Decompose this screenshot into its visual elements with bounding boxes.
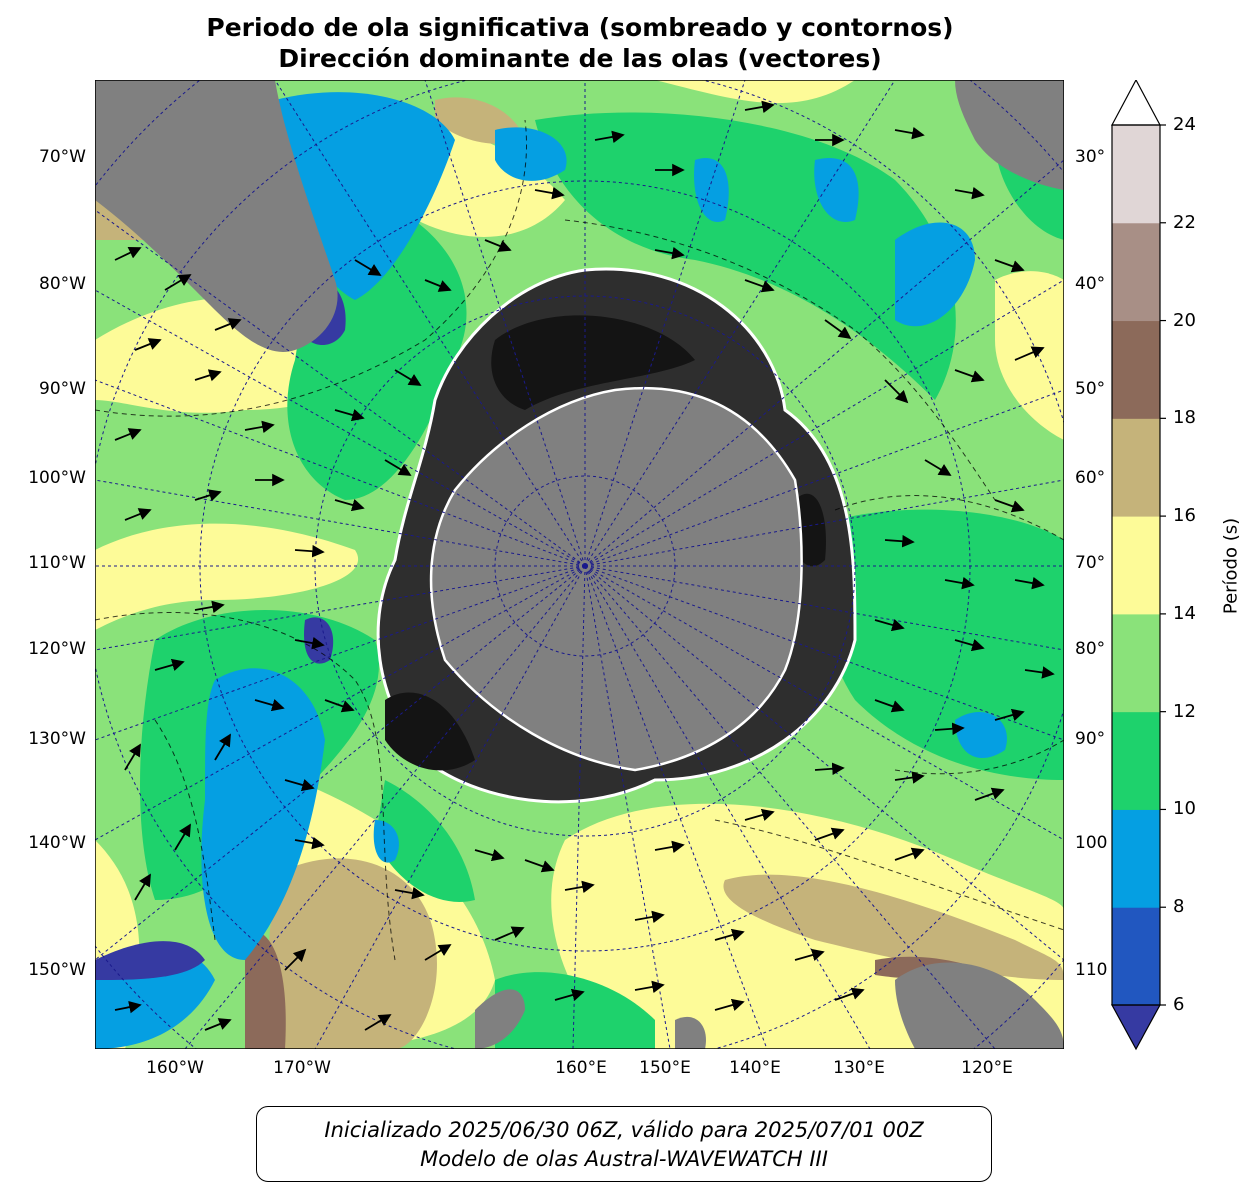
colorbar-bin <box>1112 418 1160 517</box>
lat-label-left: 100°W <box>28 468 86 488</box>
sea-ice-dark <box>491 315 695 410</box>
colorbar-over-triangle <box>1111 80 1161 126</box>
lat-label-right: 40° <box>1075 274 1106 294</box>
lat-label-right: 30° <box>1075 147 1106 167</box>
colorbar-tick-label: 14 <box>1173 602 1196 624</box>
band-8-10-h <box>955 711 1007 759</box>
band-8-10-b <box>201 668 325 960</box>
band-6-8-c <box>95 941 205 980</box>
land-island <box>675 1016 706 1049</box>
colorbar-under-triangle <box>1110 1004 1162 1051</box>
band-10-12-d <box>821 509 1064 780</box>
colorbar-bin <box>1112 809 1160 908</box>
band-10-12-f <box>495 972 655 1049</box>
land-south-america <box>95 80 338 352</box>
band-8-10-e <box>495 127 567 181</box>
land-australia <box>895 962 1064 1049</box>
colorbar <box>1110 80 1166 1051</box>
land-antarctica <box>429 386 803 772</box>
land-nz <box>475 989 525 1049</box>
lat-label-left: 120°W <box>28 639 86 659</box>
colorbar-tick-label: 24 <box>1173 114 1196 135</box>
lon-label: 150°E <box>639 1058 691 1078</box>
chart-title-line1: Periodo de ola significativa (sombreado … <box>206 13 954 42</box>
sea-ice-dark2 <box>385 692 475 771</box>
lat-label-right: 100 <box>1075 833 1108 853</box>
lat-label-right: 50° <box>1075 379 1106 399</box>
wave-direction-vectors <box>114 100 1055 1031</box>
footer-init-line: Inicializado 2025/06/30 06Z, válido para… <box>324 1118 924 1142</box>
band-14-16-west2 <box>95 523 359 630</box>
band-8-10-g <box>814 158 859 222</box>
band-8-10-i <box>373 820 399 863</box>
band-16-18-se <box>723 874 1064 980</box>
colorbar-bin <box>1112 125 1160 224</box>
band-14-16-east <box>995 271 1064 440</box>
colorbar-tick-label: 10 <box>1173 798 1196 820</box>
lat-label-right: 60° <box>1075 468 1106 488</box>
lat-label-left: 140°W <box>28 833 86 853</box>
lat-label-right: 70° <box>1075 553 1106 573</box>
colorbar-tick-label: 22 <box>1173 211 1196 233</box>
colorbar-bin <box>1112 222 1160 322</box>
colorbar-bin <box>1112 613 1160 713</box>
band-18-20-south <box>245 929 286 1049</box>
colorbar-tick-label: 18 <box>1173 407 1196 429</box>
lat-label-right: 80° <box>1075 639 1106 659</box>
footer-info-box: Inicializado 2025/06/30 06Z, válido para… <box>256 1106 992 1182</box>
lon-label: 130°E <box>833 1058 885 1078</box>
chart-title-line2: Dirección dominante de las olas (vectore… <box>278 44 882 73</box>
lon-label: 140°E <box>729 1058 781 1078</box>
colorbar-bin <box>1112 516 1160 615</box>
band-16-18-south <box>268 858 437 1049</box>
lat-label-left: 130°W <box>28 729 86 749</box>
lat-label-left: 70°W <box>39 147 86 167</box>
colorbar-bin <box>1112 907 1160 1006</box>
colorbar-tick-label: 8 <box>1173 896 1185 918</box>
colorbar-tick-label: 6 <box>1173 994 1185 1015</box>
band-8-10-d <box>895 222 975 327</box>
lat-label-left: 110°W <box>28 553 86 573</box>
lat-label-left: 80°W <box>39 274 86 294</box>
colorbar-tick-label: 16 <box>1173 505 1196 527</box>
lon-label: 170°W <box>273 1058 331 1078</box>
footer-model-line: Modelo de olas Austral-WAVEWATCH III <box>420 1147 828 1171</box>
colorbar-label: Período (s) <box>1220 517 1242 615</box>
lon-label: 160°W <box>146 1058 204 1078</box>
colorbar-bin <box>1112 711 1160 810</box>
band-10-12-e <box>375 780 475 902</box>
lat-label-right: 110 <box>1075 960 1108 980</box>
lat-label-right: 90° <box>1075 729 1106 749</box>
lat-label-left: 90°W <box>39 379 86 399</box>
land-africa <box>955 80 1064 190</box>
lon-label: 120°E <box>961 1058 1013 1078</box>
wave-period-map <box>95 80 1064 1049</box>
lon-label: 160°E <box>555 1058 607 1078</box>
colorbar-bin <box>1112 320 1160 419</box>
band-14-16-ne <box>655 80 855 104</box>
colorbar-tick-label: 12 <box>1173 700 1196 722</box>
colorbar-tick-label: 20 <box>1173 309 1196 331</box>
lat-label-left: 150°W <box>28 960 86 980</box>
